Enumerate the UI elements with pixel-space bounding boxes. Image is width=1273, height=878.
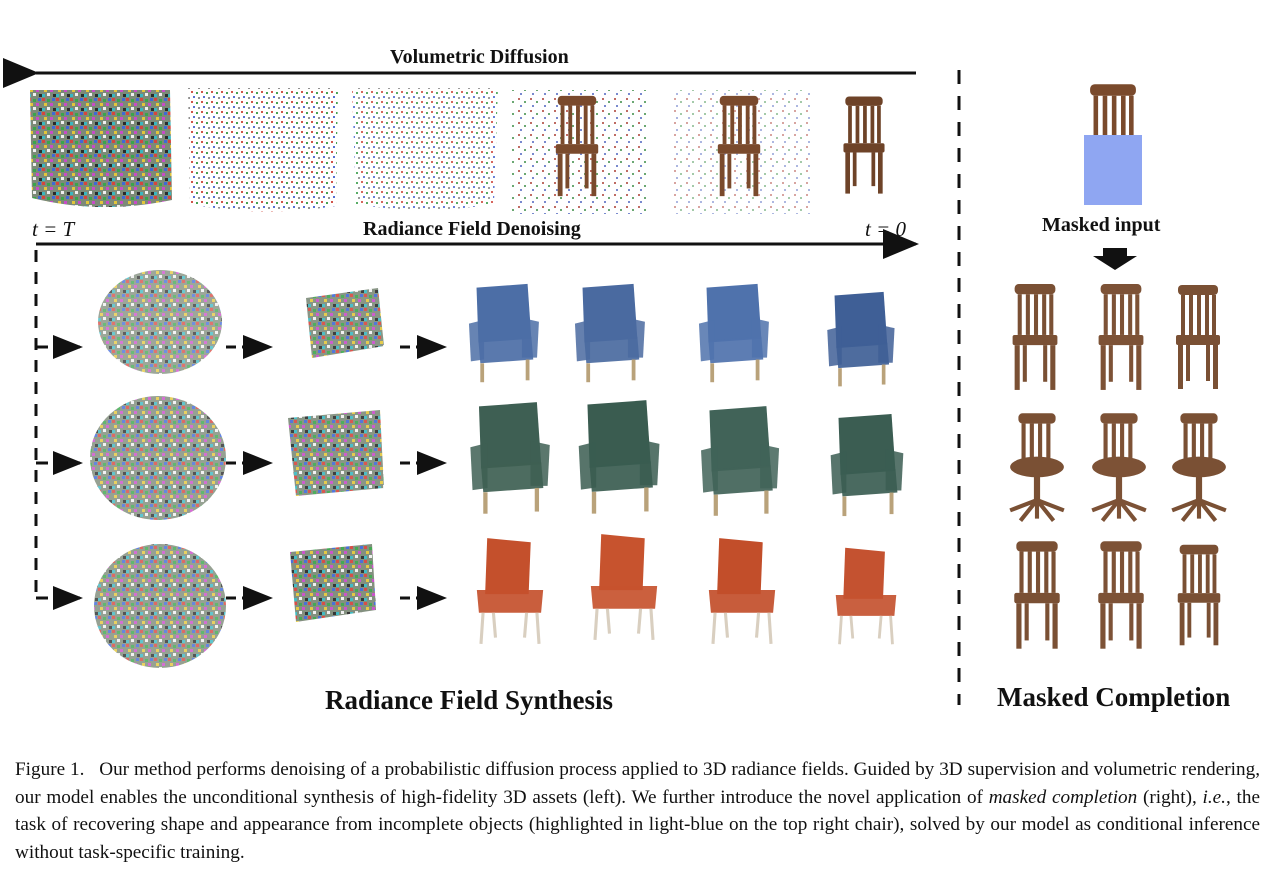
masked-input-label: Masked input — [1042, 214, 1161, 236]
noise-cube-1 — [30, 90, 172, 208]
caption-part1: Our method performs denoising of a proba… — [15, 759, 1260, 808]
clean-chair-final — [843, 96, 885, 194]
caption-part3: , the task of recovering shape and appea… — [15, 786, 1260, 863]
t-end-label: t = 0 — [865, 217, 907, 241]
figure-caption: Figure 1. Our method performs denoising … — [15, 756, 1260, 866]
masked-completion — [1010, 84, 1226, 649]
caption-part2: (right), — [1137, 786, 1203, 808]
figure-graphic — [2, 58, 1273, 705]
down-arrow-icon — [1093, 248, 1137, 270]
noise-cube-3 — [352, 88, 498, 210]
stage-arrows — [53, 335, 447, 610]
synthesis-bracket — [34, 250, 68, 600]
denoising-label: Radiance Field Denoising — [363, 218, 581, 240]
noise-cube-2 — [188, 88, 338, 212]
synthesis-title: Radiance Field Synthesis — [325, 685, 614, 715]
diffusion-sequence — [30, 88, 885, 214]
synthesis-row-green — [90, 396, 904, 520]
caption-emph-ie: i.e. — [1202, 786, 1226, 808]
synthesis-row-orange — [94, 532, 899, 668]
diffusion-label: Volumetric Diffusion — [390, 46, 569, 68]
synthesis-row-blue — [98, 270, 895, 387]
caption-prefix: Figure 1. — [15, 759, 85, 780]
caption-emph-masked-completion: masked completion — [988, 786, 1138, 808]
completion-title: Masked Completion — [997, 682, 1231, 712]
masked-region — [1084, 135, 1142, 205]
t-start-label: t = T — [32, 217, 75, 241]
